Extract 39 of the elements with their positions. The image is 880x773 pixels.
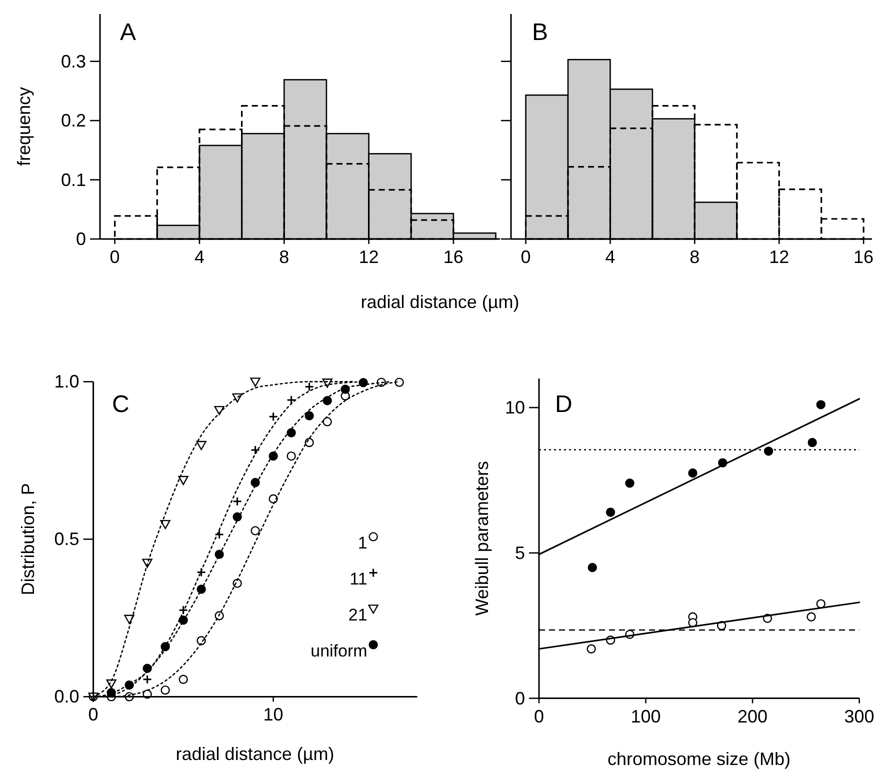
x-axis-title: radial distance (µm) (360, 292, 520, 312)
x-tick-label: 12 (358, 247, 379, 267)
x-tick-label: 8 (690, 247, 700, 267)
x-tick-label: 12 (769, 247, 790, 267)
y-tick-label: 0 (76, 229, 86, 249)
y-tick-label: 0 (514, 688, 525, 708)
y-tick-label: 0.2 (60, 110, 86, 131)
text: D (555, 391, 572, 418)
x-tick-label: 16 (854, 247, 874, 267)
y-tick-label: 1.0 (54, 372, 80, 392)
y-tick-label: 0.3 (60, 51, 86, 72)
x-tick-label: 4 (605, 247, 616, 267)
y-tick-label: 10 (504, 398, 525, 418)
legend-label: uniform (310, 642, 368, 661)
x-tick-label: 100 (630, 706, 661, 726)
legend-label: 11 (350, 570, 368, 589)
legend-label: 21 (348, 606, 368, 625)
x-axis-title: chromosome size (Mb) (607, 749, 791, 769)
y-axis-title: frequency (14, 86, 34, 166)
y-tick-label: 0.5 (54, 529, 80, 550)
y-axis-title: Distribution, P (18, 483, 38, 596)
x-axis-title: radial distance (µm) (176, 744, 334, 764)
y-tick-label: 0.0 (54, 686, 80, 707)
x-tick-label: 300 (844, 706, 874, 726)
legend-label: 1 (358, 534, 368, 553)
x-tick-label: 16 (443, 247, 464, 267)
x-tick-label: 10 (263, 704, 284, 725)
x-tick-label: 200 (738, 706, 768, 726)
x-tick-label: 0 (88, 704, 98, 725)
x-tick-label: 4 (194, 247, 204, 267)
x-tick-label: 8 (279, 247, 290, 267)
chart-title: B (532, 19, 548, 46)
x-tick-label: 0 (534, 706, 544, 726)
y-tick-label: 0.1 (60, 170, 86, 190)
chart-title: A (120, 19, 136, 46)
y-tick-label: 5 (514, 542, 525, 563)
chart-title: C (112, 391, 130, 418)
y-axis-title: Weibull parameters (472, 461, 492, 616)
x-tick-label: 0 (110, 247, 120, 267)
